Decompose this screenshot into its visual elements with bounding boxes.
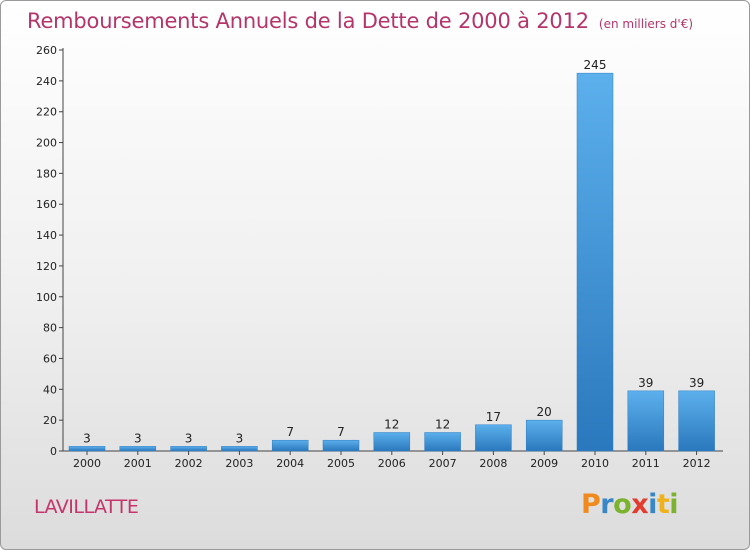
logo-letter: t (656, 489, 670, 520)
logo-letter: x (631, 489, 649, 520)
bar-2006 (373, 432, 411, 452)
bar-value-label: 7 (337, 425, 345, 439)
bar-2003 (221, 446, 258, 452)
x-tick: 2011 (632, 451, 660, 470)
y-tick-label: 200 (36, 137, 57, 150)
proxiti-logo: Proxiti (581, 489, 679, 520)
bar-value-label: 3 (134, 431, 142, 445)
x-tick: 2008 (479, 451, 507, 470)
x-tick: 2004 (276, 451, 304, 470)
y-tick: 0 (50, 445, 63, 458)
bar-2009 (525, 419, 563, 452)
logo-letter: r (600, 489, 614, 520)
y-tick-label: 40 (43, 383, 57, 396)
y-tick-label: 160 (36, 198, 57, 211)
x-tick-label: 2006 (378, 457, 406, 470)
bar-2005 (322, 439, 360, 452)
x-tick: 2000 (73, 451, 101, 470)
y-tick: 60 (43, 352, 63, 365)
y-tick-label: 20 (43, 414, 57, 427)
y-tick-label: 80 (43, 322, 57, 335)
x-tick-label: 2001 (124, 457, 152, 470)
x-tick-label: 2009 (530, 457, 558, 470)
x-tick: 2005 (327, 451, 355, 470)
x-tick-label: 2008 (479, 457, 507, 470)
chart-title-text: Remboursements Annuels de la Dette de 20… (27, 9, 589, 33)
bar-value-label: 3 (185, 431, 193, 445)
y-tick-label: 120 (36, 260, 57, 273)
y-tick-label: 220 (36, 106, 57, 119)
y-tick: 100 (36, 291, 63, 304)
y-tick: 120 (36, 260, 63, 273)
y-tick-label: 140 (36, 229, 57, 242)
y-tick: 260 (36, 44, 63, 57)
y-tick-label: 60 (43, 352, 57, 365)
bar-2007 (424, 432, 461, 452)
bar-2004 (271, 439, 309, 452)
bar-value-label: 39 (689, 376, 704, 390)
x-tick-label: 2007 (429, 457, 457, 470)
x-tick-label: 2011 (632, 457, 660, 470)
logo-letter: i (648, 489, 657, 520)
bar-value-label: 3 (236, 431, 244, 445)
bar-2012 (678, 390, 715, 452)
bar-value-label: 17 (486, 410, 501, 424)
x-tick-label: 2005 (327, 457, 355, 470)
bar-value-label: 12 (384, 417, 399, 431)
x-tick: 2006 (378, 451, 406, 470)
bar-2002 (170, 446, 207, 452)
bar-value-label: 3 (83, 431, 91, 445)
bar-value-label: 39 (638, 376, 653, 390)
x-tick-label: 2002 (175, 457, 203, 470)
y-tick: 160 (36, 198, 63, 211)
y-tick-label: 240 (36, 75, 57, 88)
x-tick: 2001 (124, 451, 152, 470)
y-tick: 180 (36, 167, 63, 180)
y-tick-label: 0 (50, 445, 57, 458)
bar-value-label: 7 (286, 425, 294, 439)
bar-value-label: 20 (537, 405, 552, 419)
x-tick: 2012 (683, 451, 711, 470)
x-tick-label: 2012 (683, 457, 711, 470)
y-tick-label: 180 (36, 167, 57, 180)
chart-bars: 3 3 3 3 7 7 12 12 17 20 245 39 39 (68, 58, 715, 452)
y-tick: 200 (36, 137, 63, 150)
y-tick: 80 (43, 322, 63, 335)
x-tick: 2009 (530, 451, 558, 470)
commune-name: LAVILLATTE (34, 496, 139, 518)
bar-2011 (627, 390, 665, 452)
y-tick: 240 (36, 75, 63, 88)
y-tick-label: 260 (36, 44, 57, 57)
logo-letter: i (669, 489, 679, 520)
bar-2010 (576, 72, 614, 452)
y-tick: 20 (43, 414, 63, 427)
x-tick: 2010 (581, 451, 609, 470)
x-tick-label: 2004 (276, 457, 304, 470)
x-tick-label: 2003 (225, 457, 253, 470)
logo-letter: o (613, 489, 632, 520)
bar-value-label: 245 (584, 58, 607, 72)
y-tick: 40 (43, 383, 63, 396)
bar-2008 (475, 424, 512, 452)
logo-letter: P (581, 489, 601, 520)
bar-2001 (119, 446, 157, 452)
y-tick: 220 (36, 106, 63, 119)
chart-axes: 0204060801001201401601802002202402602000… (36, 44, 723, 470)
y-tick: 140 (36, 229, 63, 242)
x-tick: 2003 (225, 451, 253, 470)
y-tick-label: 100 (36, 291, 57, 304)
bar-value-label: 12 (435, 417, 450, 431)
x-tick: 2002 (175, 451, 203, 470)
chart-title: Remboursements Annuels de la Dette de 20… (27, 9, 693, 33)
x-tick-label: 2010 (581, 457, 609, 470)
x-tick-label: 2000 (73, 457, 101, 470)
bar-2000 (68, 446, 106, 452)
x-tick: 2007 (429, 451, 457, 470)
chart-subtitle: (en milliers d'€) (598, 17, 694, 31)
